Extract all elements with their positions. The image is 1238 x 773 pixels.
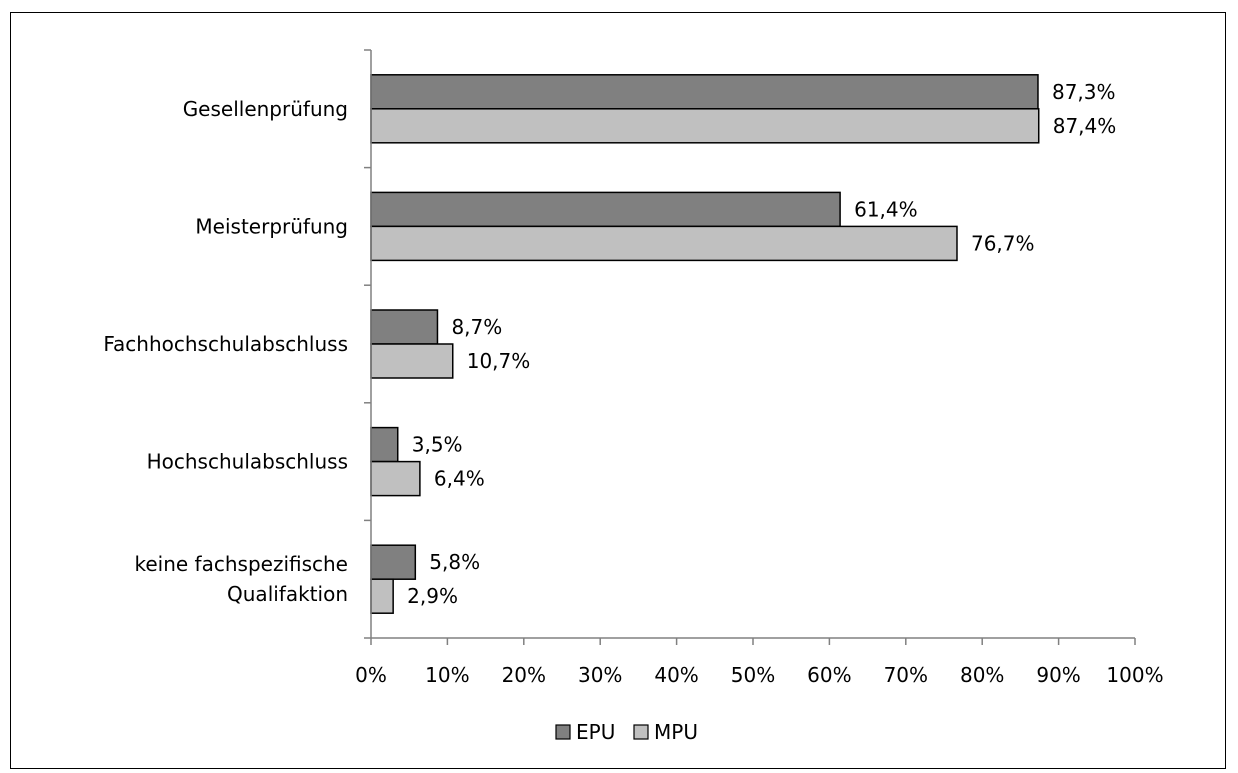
legend-label-epu: EPU	[576, 720, 615, 744]
data-label-mpu-1: 76,7%	[971, 231, 1035, 255]
x-tick-label-10: 100%	[1106, 663, 1163, 687]
data-label-epu-3: 3,5%	[412, 433, 463, 457]
data-label-epu-2: 8,7%	[451, 315, 502, 339]
category-label-4-line-0: keine fachspezifische	[134, 552, 348, 576]
x-tick-label-5: 50%	[731, 663, 775, 687]
data-label-epu-1: 61,4%	[854, 197, 918, 221]
bar-mpu-0	[370, 108, 1040, 144]
axes-layer	[364, 49, 1136, 645]
bars-layer	[370, 74, 1040, 614]
legend-swatch-epu	[555, 724, 571, 740]
x-tick-label-2: 20%	[502, 663, 546, 687]
bar-epu-0	[370, 74, 1039, 110]
category-label-4-line-1: Qualifaktion	[227, 582, 348, 606]
x-tick-label-7: 70%	[884, 663, 928, 687]
category-label-3: Hochschulabschluss	[147, 450, 348, 474]
labels-layer: 87,3% 87,4% Gesellenprüfung 61,4% 76,7% Meist…	[103, 80, 1163, 687]
bar-epu-3	[370, 426, 399, 463]
legend: EPU MPU	[555, 720, 698, 744]
data-label-mpu-2: 10,7%	[467, 349, 531, 373]
x-tick-label-3: 30%	[578, 663, 622, 687]
bar-epu-4	[370, 544, 417, 580]
x-tick-label-0: 0%	[355, 663, 387, 687]
bar-mpu-3	[370, 460, 421, 497]
x-tick-label-9: 90%	[1036, 663, 1080, 687]
data-label-mpu-4: 2,9%	[407, 584, 458, 608]
bar-epu-1	[370, 191, 841, 228]
data-label-epu-4: 5,8%	[429, 550, 480, 574]
category-label-2: Fachhochschulabschluss	[103, 332, 348, 356]
category-label-1: Meisterprüfung	[195, 214, 348, 238]
category-label-0: Gesellenprüfung	[183, 97, 348, 121]
x-tick-label-4: 40%	[654, 663, 698, 687]
x-tick-label-8: 80%	[960, 663, 1004, 687]
data-label-mpu-3: 6,4%	[434, 467, 485, 491]
x-tick-label-6: 60%	[807, 663, 851, 687]
bar-mpu-1	[370, 225, 958, 262]
data-label-epu-0: 87,3%	[1052, 80, 1116, 104]
legend-label-mpu: MPU	[654, 720, 698, 744]
bar-mpu-4	[370, 578, 394, 614]
bar-epu-2	[370, 309, 439, 345]
bar-mpu-2	[370, 343, 454, 379]
x-tick-label-1: 10%	[425, 663, 469, 687]
legend-swatch-mpu	[633, 724, 649, 740]
data-label-mpu-0: 87,4%	[1053, 114, 1117, 138]
